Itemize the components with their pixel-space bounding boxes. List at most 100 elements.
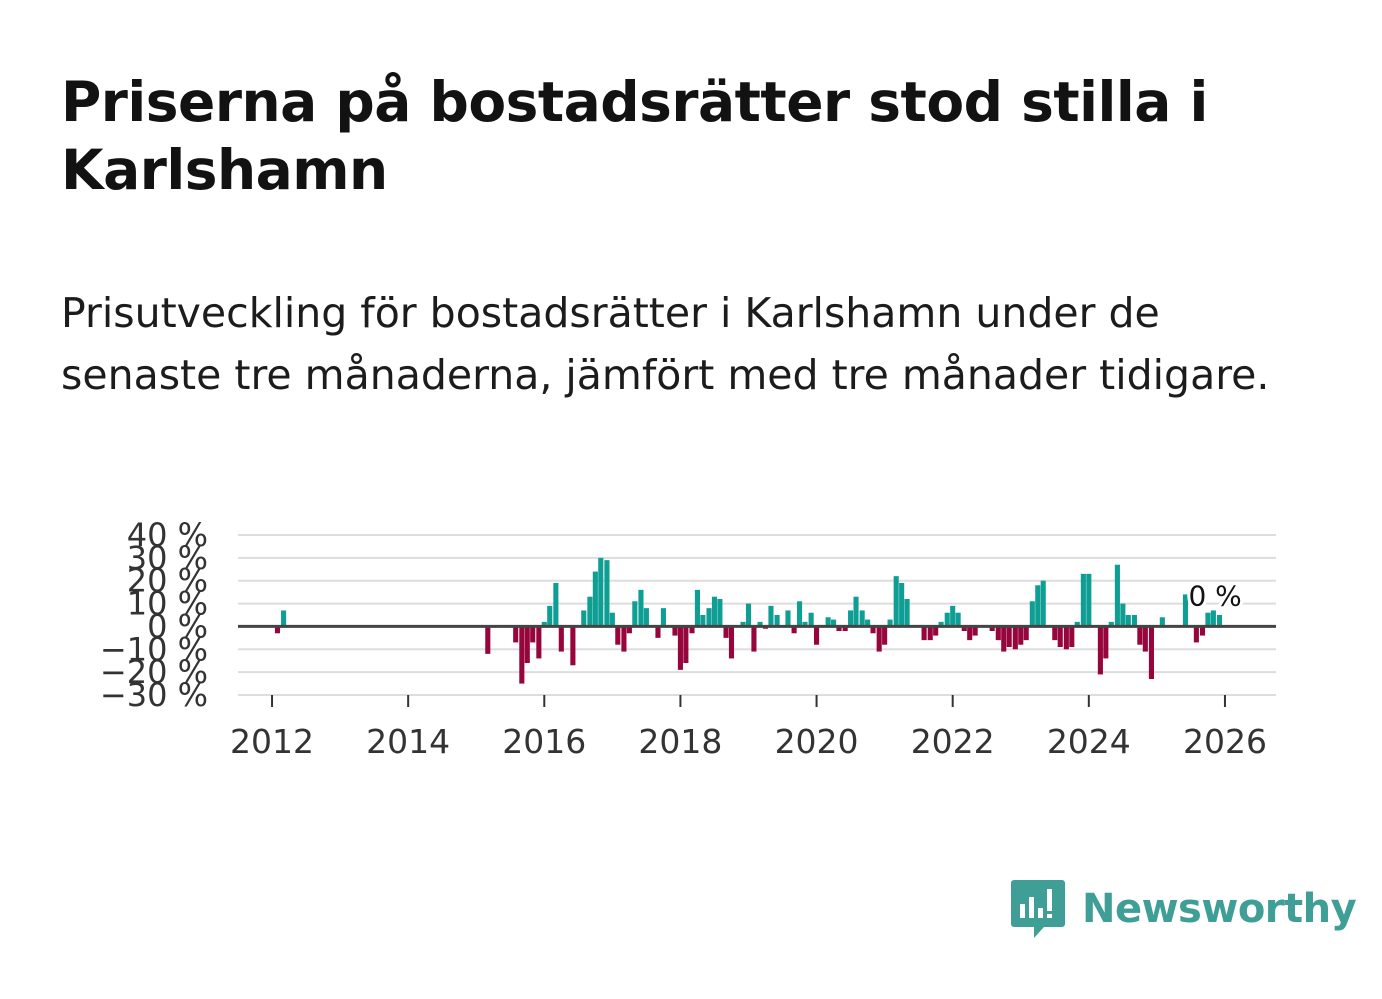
bar	[1159, 617, 1165, 627]
bar	[1120, 603, 1126, 627]
bar	[836, 626, 842, 631]
bar	[1205, 612, 1211, 627]
gridlines	[238, 534, 1276, 696]
bar	[615, 626, 621, 645]
bar	[1080, 573, 1086, 627]
bar	[808, 612, 814, 627]
bar	[882, 626, 888, 645]
bar	[541, 621, 547, 627]
x-tick-label: 2014	[366, 722, 450, 761]
bar	[870, 626, 876, 634]
bar	[757, 621, 763, 627]
bar	[677, 626, 683, 670]
bar	[853, 596, 859, 627]
x-tick-label: 2018	[638, 722, 722, 761]
bar	[1193, 626, 1199, 643]
bar	[1108, 621, 1114, 627]
bar-chart: 40 %30 %20 %10 %0 %−10 %−20 %−30 % 2012 2…	[100, 516, 1276, 761]
bar	[1199, 626, 1206, 636]
bar	[745, 603, 752, 627]
bar	[842, 626, 848, 631]
bar	[825, 617, 831, 627]
bar	[1086, 573, 1092, 627]
bar	[1137, 626, 1143, 645]
bar	[1029, 601, 1035, 627]
brand-name: Newsworthy	[1082, 886, 1357, 932]
bar	[955, 612, 961, 627]
bar	[972, 626, 978, 636]
bars	[274, 557, 1223, 684]
bar	[933, 626, 939, 636]
bar	[558, 626, 564, 652]
bar	[791, 626, 797, 634]
bar	[694, 589, 700, 627]
bar	[1023, 626, 1029, 641]
newsworthy-logo-icon	[1011, 880, 1065, 938]
chart-title: Priserna på bostadsrätter stod stilla i …	[61, 70, 1208, 202]
bar	[519, 626, 525, 684]
bar	[655, 626, 661, 638]
bar	[638, 589, 644, 627]
bar	[513, 626, 519, 643]
bar	[1131, 615, 1137, 627]
x-axis: 2012 2014 2016 2018 2020 2022 2024 2026	[230, 695, 1267, 761]
bar	[1052, 626, 1058, 641]
y-tick-label: 0 %	[147, 607, 208, 645]
bar	[706, 608, 712, 627]
bar	[1142, 626, 1148, 652]
bar	[1018, 626, 1024, 645]
bar	[683, 626, 689, 663]
bar	[921, 626, 927, 641]
bar	[723, 626, 729, 638]
bar	[570, 626, 576, 666]
bar	[643, 608, 649, 627]
bar	[581, 610, 587, 627]
bar	[689, 626, 695, 634]
y-tick-label: 20 %	[127, 562, 208, 600]
bar	[621, 626, 627, 652]
bar	[774, 615, 780, 627]
bar	[989, 626, 995, 631]
bar	[604, 560, 610, 627]
bar	[814, 626, 820, 645]
bar	[1057, 626, 1063, 647]
bar	[865, 619, 871, 627]
bar	[1114, 564, 1120, 627]
bar	[887, 619, 893, 627]
bar	[587, 596, 593, 627]
bar	[485, 626, 491, 654]
bar	[1182, 594, 1189, 627]
x-tick-label: 2026	[1183, 722, 1267, 761]
bar	[530, 626, 536, 643]
y-tick-label: 10 %	[127, 585, 208, 623]
bar	[609, 612, 615, 627]
bar	[524, 626, 530, 663]
bar	[700, 615, 706, 627]
bar	[536, 626, 542, 659]
bar	[626, 626, 632, 634]
bar	[995, 626, 1001, 641]
bar	[768, 605, 774, 627]
bar	[672, 626, 678, 636]
newsworthy-logo[interactable]: Newsworthy	[1010, 878, 1357, 940]
chart-subtitle: Prisutveckling för bostadsrätter i Karls…	[61, 289, 1270, 399]
bar	[904, 599, 910, 627]
bar	[831, 619, 837, 627]
bar	[938, 621, 944, 627]
bar	[802, 621, 808, 627]
bar	[1069, 626, 1075, 647]
bar	[717, 599, 723, 627]
x-tick-label: 2024	[1047, 722, 1131, 761]
bar	[876, 626, 882, 652]
bar	[740, 621, 746, 627]
bar	[1040, 580, 1046, 627]
bar	[785, 610, 791, 627]
bar	[1074, 621, 1080, 627]
bar	[1125, 615, 1131, 627]
bar	[274, 626, 281, 634]
bar	[1035, 585, 1041, 627]
x-tick-label: 2016	[502, 722, 586, 761]
bar	[1006, 626, 1012, 647]
bar	[1001, 626, 1007, 652]
bar	[1063, 626, 1069, 650]
